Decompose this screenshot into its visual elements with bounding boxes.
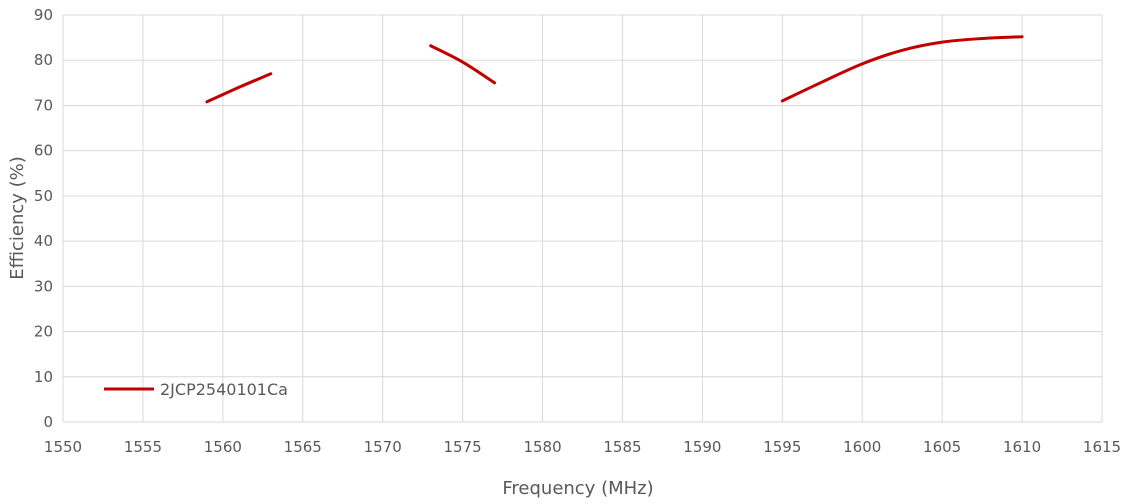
series-line-segment bbox=[429, 44, 497, 85]
x-tick-label: 1595 bbox=[763, 438, 801, 456]
y-axis-tick-labels: 0 10 20 30 40 50 60 70 80 90 bbox=[34, 6, 53, 431]
y-tick-label: 70 bbox=[34, 96, 53, 114]
legend: 2JCP2540101Ca bbox=[104, 380, 288, 399]
x-tick-label: 1560 bbox=[204, 438, 242, 456]
series-line-segment bbox=[205, 72, 273, 104]
y-tick-label: 0 bbox=[43, 413, 53, 431]
y-tick-label: 80 bbox=[34, 51, 53, 69]
x-axis-tick-labels: 1550 1555 1560 1565 1570 1575 1580 1585 1590 1595… bbox=[44, 438, 1121, 456]
x-tick-label: 1610 bbox=[1003, 438, 1041, 456]
y-tick-label: 20 bbox=[34, 323, 53, 341]
series-line-segment bbox=[780, 35, 1024, 103]
x-tick-label: 1600 bbox=[843, 438, 881, 456]
x-tick-label: 1615 bbox=[1083, 438, 1121, 456]
x-tick-label: 1565 bbox=[284, 438, 322, 456]
x-tick-label: 1580 bbox=[523, 438, 561, 456]
y-tick-label: 50 bbox=[34, 187, 53, 205]
x-tick-label: 1605 bbox=[923, 438, 961, 456]
y-tick-label: 90 bbox=[34, 6, 53, 24]
legend-label: 2JCP2540101Ca bbox=[160, 380, 288, 399]
x-tick-label: 1585 bbox=[603, 438, 641, 456]
y-tick-label: 10 bbox=[34, 368, 53, 386]
y-tick-label: 40 bbox=[34, 232, 53, 250]
x-tick-label: 1590 bbox=[683, 438, 721, 456]
y-axis-title: Efficiency (%) bbox=[7, 156, 28, 280]
y-tick-label: 60 bbox=[34, 142, 53, 160]
x-tick-label: 1555 bbox=[124, 438, 162, 456]
x-tick-label: 1575 bbox=[444, 438, 482, 456]
x-tick-label: 1570 bbox=[364, 438, 402, 456]
y-tick-label: 30 bbox=[34, 277, 53, 295]
series-lines bbox=[205, 35, 1024, 104]
grid-lines bbox=[62, 14, 1103, 423]
x-tick-label: 1550 bbox=[44, 438, 82, 456]
x-axis-title: Frequency (MHz) bbox=[502, 478, 653, 499]
